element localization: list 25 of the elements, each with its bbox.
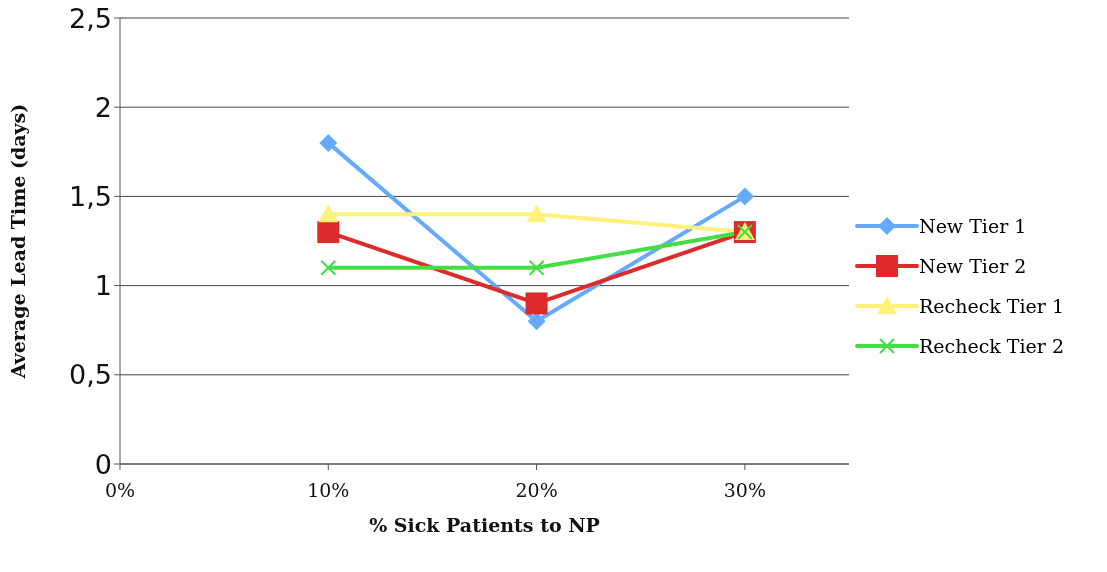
point <box>526 204 547 223</box>
y-axis-title: Average Lead Time (days) <box>6 103 29 380</box>
point <box>318 204 339 223</box>
x-tick-label: 20% <box>515 479 558 502</box>
x-tick-label: 10% <box>307 479 350 502</box>
point <box>317 221 340 244</box>
y-tick-label: 1 <box>94 270 112 302</box>
x-tick-label: 30% <box>723 479 766 502</box>
y-tick-label: 1,5 <box>69 180 112 212</box>
point <box>320 259 337 276</box>
point <box>525 292 548 315</box>
y-tick-label: 2,5 <box>69 2 112 34</box>
y-tick-label: 0 <box>94 448 112 480</box>
legend-label: New Tier 1 <box>919 215 1027 237</box>
legend-label: Recheck Tier 1 <box>919 295 1065 317</box>
point <box>528 259 545 276</box>
point <box>527 312 546 331</box>
x-tick-label: 0% <box>104 479 136 502</box>
point <box>735 187 754 206</box>
x-axis-title: % Sick Patients to NP <box>369 514 600 536</box>
point <box>319 133 338 152</box>
y-tick-label: 2 <box>94 91 112 123</box>
legend-label: New Tier 2 <box>919 255 1027 277</box>
y-tick-label: 0,5 <box>69 359 112 391</box>
legend-label: Recheck Tier 2 <box>919 335 1065 357</box>
